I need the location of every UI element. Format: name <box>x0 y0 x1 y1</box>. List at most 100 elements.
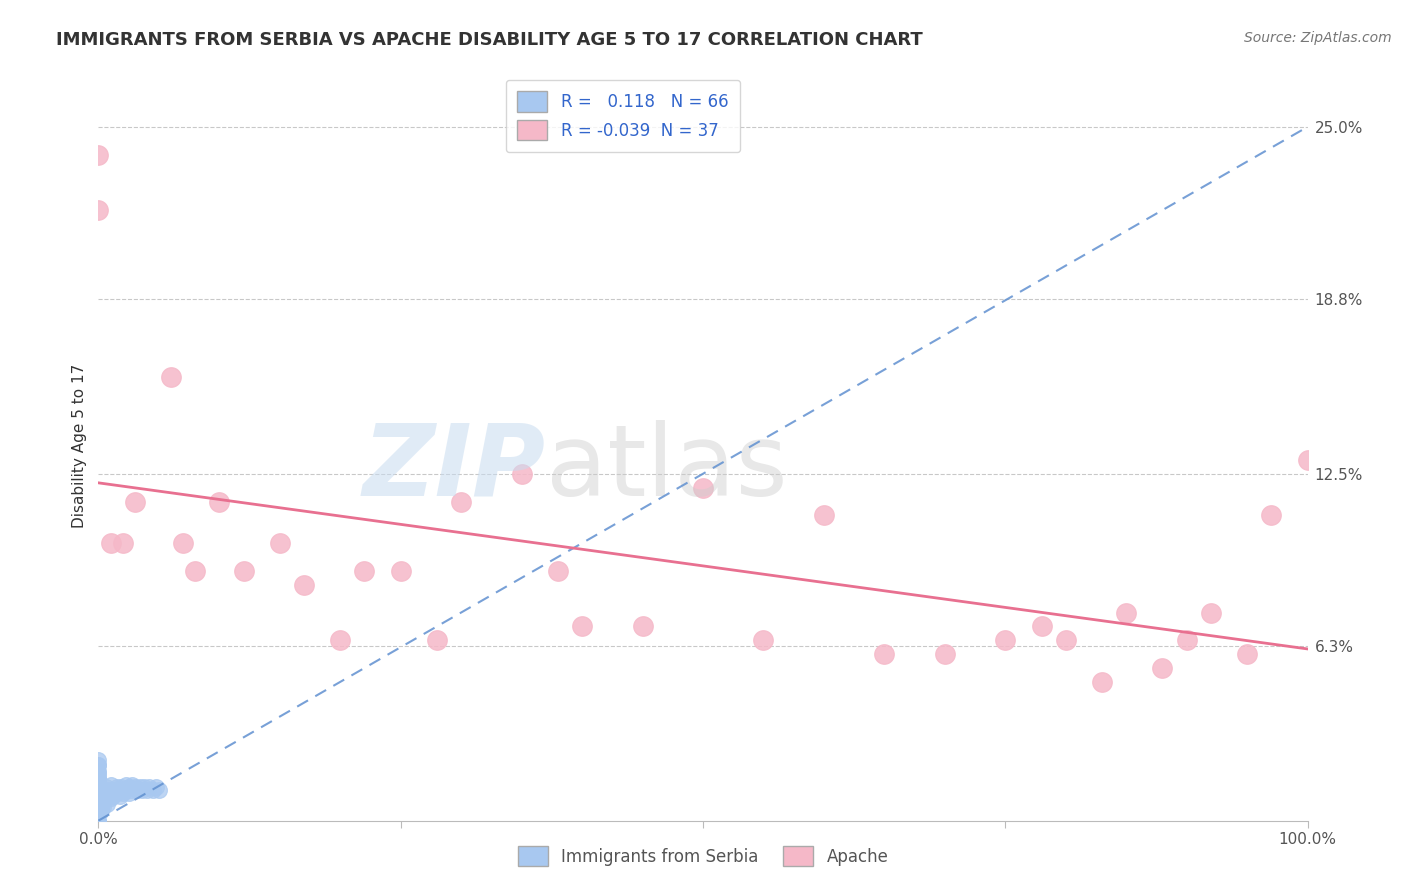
Point <box>87 764 110 778</box>
Point <box>111 536 134 550</box>
Point <box>103 783 125 797</box>
Point <box>105 786 128 800</box>
Point <box>131 783 153 797</box>
Point <box>96 786 118 800</box>
Text: Source: ZipAtlas.com: Source: ZipAtlas.com <box>1244 31 1392 45</box>
Point <box>873 647 896 661</box>
Point <box>87 772 110 786</box>
Point <box>426 633 449 648</box>
Point <box>93 794 115 808</box>
Point <box>1054 633 1077 648</box>
Point <box>1091 674 1114 689</box>
Point <box>100 778 122 792</box>
Point <box>1260 508 1282 523</box>
Point <box>87 814 110 828</box>
Point <box>87 772 110 786</box>
Point <box>87 799 110 814</box>
Point <box>232 564 254 578</box>
Point <box>101 789 124 803</box>
Point <box>107 783 129 797</box>
Legend: Immigrants from Serbia, Apache: Immigrants from Serbia, Apache <box>509 838 897 875</box>
Point <box>87 780 110 795</box>
Point <box>124 494 146 508</box>
Text: IMMIGRANTS FROM SERBIA VS APACHE DISABILITY AGE 5 TO 17 CORRELATION CHART: IMMIGRANTS FROM SERBIA VS APACHE DISABIL… <box>56 31 922 49</box>
Point <box>118 786 141 800</box>
Point <box>89 805 111 820</box>
Point <box>89 786 111 800</box>
Point <box>145 780 167 795</box>
Point <box>100 786 122 800</box>
Text: atlas: atlas <box>546 420 787 517</box>
Point <box>87 766 110 780</box>
Point <box>91 789 114 803</box>
Point <box>108 789 131 803</box>
Point <box>87 778 110 792</box>
Point <box>1296 453 1319 467</box>
Point <box>91 786 114 800</box>
Point <box>94 791 117 805</box>
Point <box>450 494 472 508</box>
Point <box>128 780 150 795</box>
Point <box>571 619 593 633</box>
Point <box>208 494 231 508</box>
Point <box>114 783 136 797</box>
Legend: R =   0.118   N = 66, R = -0.039  N = 37: R = 0.118 N = 66, R = -0.039 N = 37 <box>506 79 740 152</box>
Point <box>1199 606 1222 620</box>
Point <box>96 797 118 811</box>
Point <box>98 783 121 797</box>
Point <box>329 633 352 648</box>
Y-axis label: Disability Age 5 to 17: Disability Age 5 to 17 <box>72 364 87 528</box>
Point <box>105 780 128 795</box>
Point <box>148 783 170 797</box>
Point <box>87 814 110 828</box>
Point <box>1175 633 1198 648</box>
Point <box>135 783 157 797</box>
Point <box>90 791 112 805</box>
Point <box>111 786 134 800</box>
Point <box>1236 647 1258 661</box>
Point <box>87 791 110 805</box>
Point <box>91 797 114 811</box>
Point <box>87 758 110 772</box>
Point <box>97 789 120 803</box>
Point <box>292 578 315 592</box>
Point <box>134 780 156 795</box>
Point <box>172 536 194 550</box>
Point <box>87 814 110 828</box>
Point <box>87 758 110 772</box>
Point <box>100 791 122 805</box>
Point <box>1115 606 1137 620</box>
Point <box>353 564 375 578</box>
Point <box>547 564 569 578</box>
Point <box>90 803 112 817</box>
Point <box>89 794 111 808</box>
Point <box>752 633 775 648</box>
Point <box>138 780 160 795</box>
Point <box>87 794 110 808</box>
Point <box>1152 661 1174 675</box>
Point <box>87 786 110 800</box>
Point <box>87 799 110 814</box>
Point <box>269 536 291 550</box>
Point <box>100 536 122 550</box>
Point <box>87 789 110 803</box>
Point <box>160 369 183 384</box>
Point <box>87 147 110 161</box>
Point <box>184 564 207 578</box>
Point <box>91 799 114 814</box>
Point <box>94 780 117 795</box>
Point <box>118 780 141 795</box>
Point <box>813 508 835 523</box>
Point <box>692 481 714 495</box>
Point <box>127 783 149 797</box>
Point <box>87 753 110 767</box>
Point <box>110 780 132 795</box>
Text: ZIP: ZIP <box>363 420 546 517</box>
Point <box>142 783 165 797</box>
Point <box>124 780 146 795</box>
Point <box>87 786 110 800</box>
Point <box>934 647 956 661</box>
Point <box>121 778 143 792</box>
Point <box>93 783 115 797</box>
Point <box>87 769 110 783</box>
